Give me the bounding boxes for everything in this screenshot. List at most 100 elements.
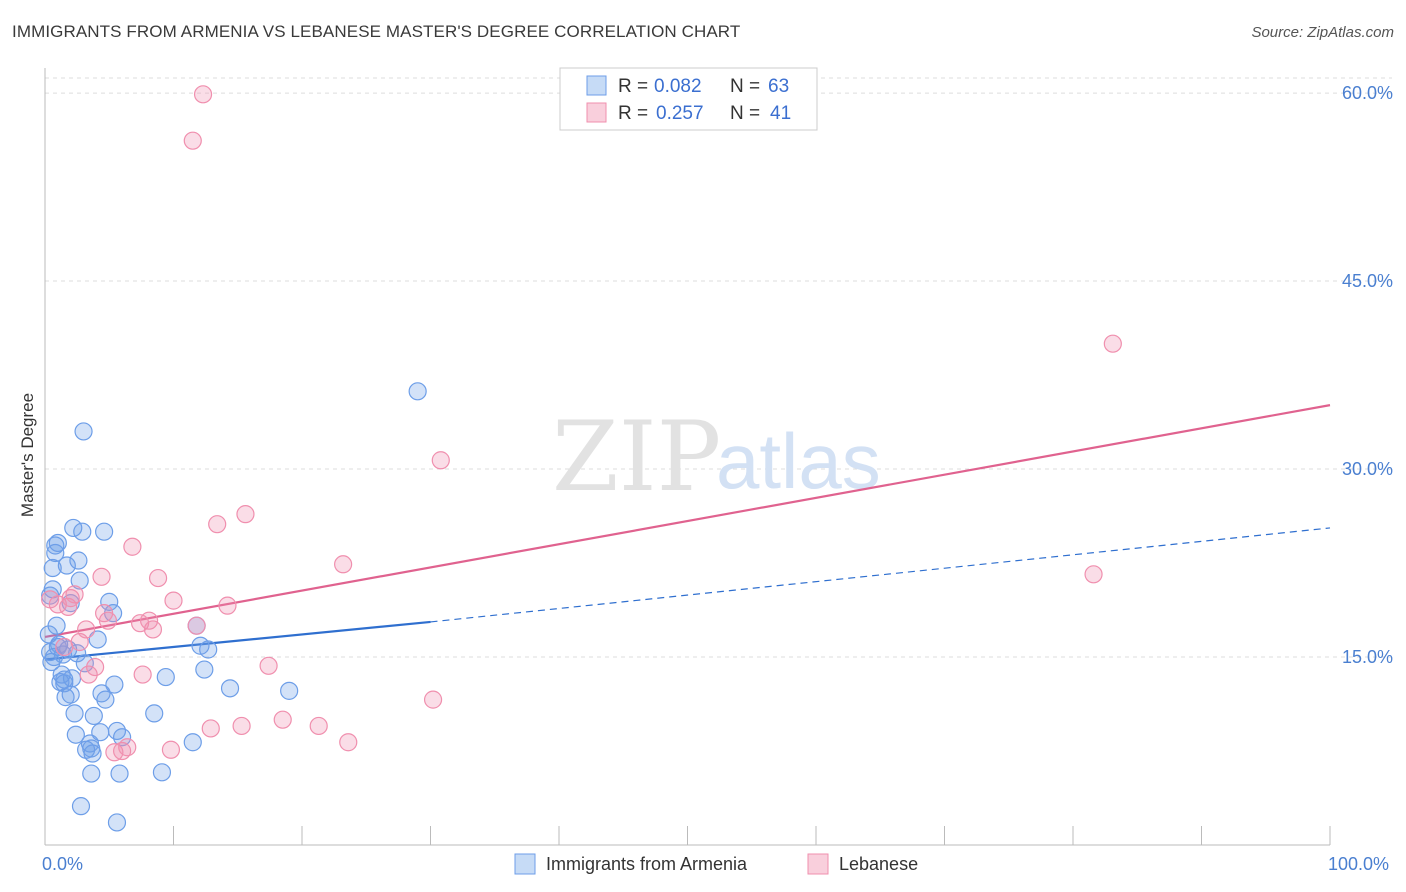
armenia-point-51 bbox=[145, 704, 164, 723]
legend-n-label-2: N = bbox=[730, 103, 760, 124]
lebanese-point-24 bbox=[183, 131, 202, 150]
armenia-point-40 bbox=[95, 522, 114, 541]
lebanese-point-26 bbox=[193, 85, 213, 104]
trend-lines bbox=[44, 404, 1331, 661]
legend-r-value-lebanese: 0.257 bbox=[656, 103, 704, 124]
trend-line-lebanese bbox=[44, 404, 1331, 639]
armenia-point-31 bbox=[75, 654, 94, 673]
armenia-point-36 bbox=[84, 706, 103, 726]
lebanese-point-32 bbox=[259, 656, 278, 675]
armenia-point-47 bbox=[110, 764, 129, 783]
armenia-point-5 bbox=[43, 558, 62, 578]
lebanese-point-29 bbox=[218, 596, 237, 615]
lebanese-point-40 bbox=[1103, 334, 1122, 353]
trend-line-armenia-extension bbox=[430, 527, 1331, 623]
lebanese-point-38 bbox=[431, 451, 450, 470]
lebanese-point-10 bbox=[92, 567, 111, 586]
armenia-point-49 bbox=[71, 797, 91, 816]
lebanese-point-2 bbox=[55, 637, 74, 657]
bottom-legend-label-armenia: Immigrants from Armenia bbox=[546, 854, 748, 874]
bottom-legend: Immigrants from Armenia Lebanese bbox=[514, 853, 918, 875]
lebanese-point-25 bbox=[187, 616, 206, 635]
lebanese-point-23 bbox=[164, 591, 183, 610]
y-tick-label-15: 15.0% bbox=[1342, 647, 1393, 667]
series-lebanese-points bbox=[41, 85, 1122, 762]
armenia-point-18 bbox=[57, 556, 76, 575]
lebanese-point-12 bbox=[98, 611, 118, 630]
armenia-point-57 bbox=[199, 640, 218, 659]
legend-r-value-armenia: 0.082 bbox=[654, 76, 702, 97]
lebanese-point-15 bbox=[118, 738, 137, 757]
lebanese-point-33 bbox=[273, 710, 292, 729]
watermark-zip: ZIP bbox=[552, 401, 721, 513]
y-tick-label-45: 45.0% bbox=[1342, 271, 1393, 291]
watermark-atlas: atlas bbox=[716, 417, 881, 505]
legend-swatch-armenia bbox=[586, 75, 607, 96]
armenia-point-42 bbox=[100, 592, 119, 611]
y-tick-label-60: 60.0% bbox=[1342, 83, 1393, 103]
legend-n-value-armenia: 63 bbox=[768, 76, 789, 97]
armenia-point-58 bbox=[195, 660, 214, 679]
bottom-legend-swatch-lebanese bbox=[807, 853, 829, 875]
lebanese-point-27 bbox=[201, 719, 220, 738]
armenia-point-52 bbox=[152, 763, 172, 782]
lebanese-point-7 bbox=[77, 620, 96, 639]
lebanese-point-9 bbox=[86, 657, 105, 677]
armenia-point-8 bbox=[48, 533, 67, 553]
legend-swatch-lebanese bbox=[586, 102, 607, 123]
x-tick-label-0: 0.0% bbox=[42, 854, 83, 874]
series-armenia-points bbox=[39, 382, 427, 832]
armenia-point-22 bbox=[62, 669, 82, 688]
lebanese-point-18 bbox=[133, 665, 152, 684]
lebanese-point-20 bbox=[143, 620, 163, 639]
y-axis-title: Master's Degree bbox=[18, 393, 37, 517]
armenia-point-59 bbox=[220, 679, 240, 698]
y-tick-labels: 15.0% 30.0% 45.0% 60.0% bbox=[1342, 83, 1393, 667]
lebanese-point-30 bbox=[232, 716, 251, 736]
lebanese-point-8 bbox=[79, 665, 98, 684]
legend-n-value-lebanese: 41 bbox=[770, 103, 791, 124]
x-ticks bbox=[173, 826, 1331, 845]
armenia-point-17 bbox=[56, 688, 75, 707]
armenia-point-28 bbox=[70, 571, 89, 590]
armenia-point-9 bbox=[47, 616, 66, 635]
armenia-point-60 bbox=[280, 681, 299, 700]
lebanese-point-28 bbox=[208, 515, 227, 534]
armenia-point-55 bbox=[183, 733, 202, 752]
armenia-point-41 bbox=[96, 690, 115, 709]
lebanese-point-16 bbox=[123, 537, 142, 556]
lebanese-point-35 bbox=[334, 555, 353, 574]
armenia-point-53 bbox=[156, 667, 175, 687]
trend-line-armenia bbox=[44, 620, 431, 661]
lebanese-point-31 bbox=[236, 505, 255, 524]
armenia-point-35 bbox=[83, 744, 102, 763]
lebanese-point-34 bbox=[309, 716, 328, 736]
lebanese-point-37 bbox=[423, 690, 443, 709]
lebanese-point-21 bbox=[148, 568, 168, 588]
lebanese-point-22 bbox=[161, 740, 181, 759]
armenia-point-44 bbox=[105, 675, 124, 694]
armenia-point-46 bbox=[112, 728, 132, 747]
armenia-point-25 bbox=[66, 725, 85, 744]
armenia-point-27 bbox=[69, 551, 88, 570]
bottom-legend-label-lebanese: Lebanese bbox=[839, 854, 918, 874]
gridlines bbox=[45, 77, 1392, 658]
lebanese-point-19 bbox=[139, 611, 159, 630]
armenia-point-30 bbox=[74, 422, 93, 441]
lebanese-point-39 bbox=[1084, 565, 1103, 584]
source-label: Source: ZipAtlas.com bbox=[1251, 24, 1394, 41]
chart-title: IMMIGRANTS FROM ARMENIA VS LEBANESE MAST… bbox=[12, 22, 741, 41]
armenia-point-7 bbox=[46, 536, 65, 555]
lebanese-point-5 bbox=[65, 585, 84, 604]
legend-n-label-1: N = bbox=[730, 76, 760, 97]
armenia-point-48 bbox=[82, 764, 101, 783]
armenia-point-21 bbox=[61, 685, 80, 704]
legend-r-label-2: R = bbox=[618, 103, 648, 124]
armenia-point-37 bbox=[88, 630, 107, 649]
lebanese-point-36 bbox=[339, 733, 358, 752]
bottom-legend-swatch-armenia bbox=[514, 853, 536, 875]
armenia-point-50 bbox=[107, 813, 127, 832]
y-tick-label-30: 30.0% bbox=[1342, 459, 1393, 479]
armenia-point-38 bbox=[91, 723, 110, 742]
